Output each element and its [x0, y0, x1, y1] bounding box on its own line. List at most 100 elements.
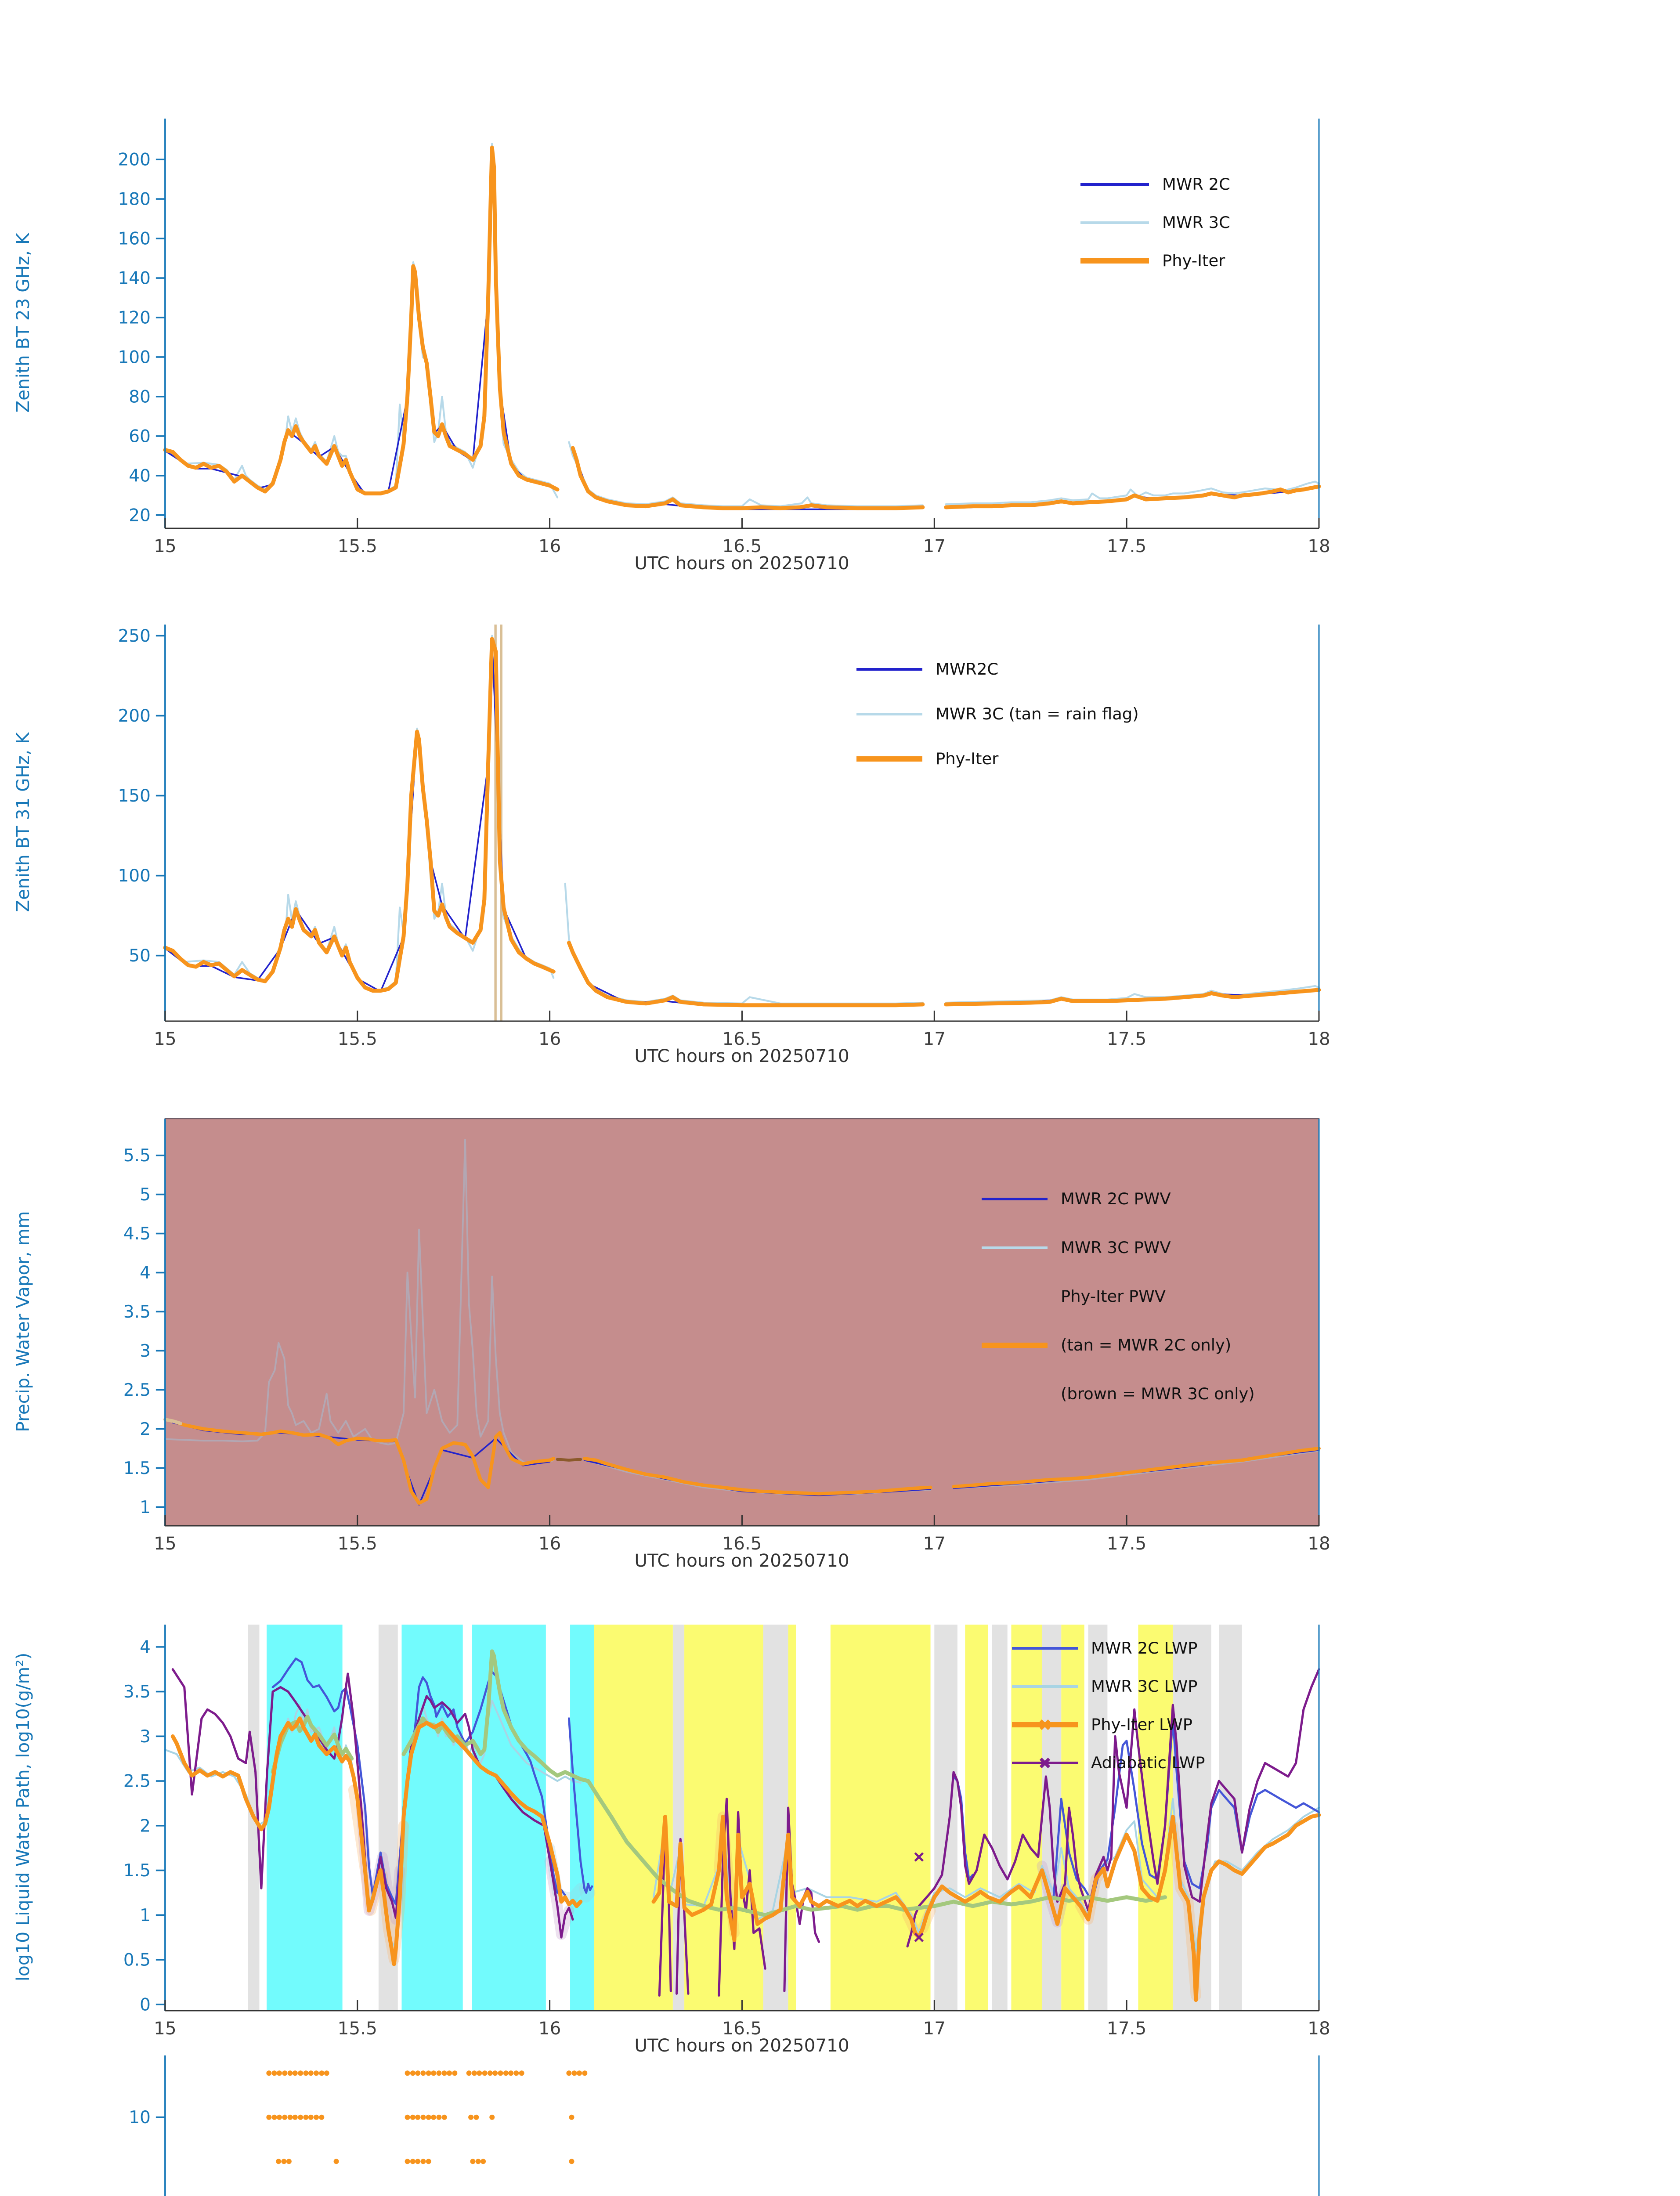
x-tick-label: 15: [154, 1533, 177, 1554]
dq-flag-dot: [513, 2070, 519, 2076]
phy-iter-lwp-line: [170, 1716, 583, 1966]
legend-item[interactable]: MWR2C: [856, 660, 998, 679]
x-tick-label: 18: [1308, 1533, 1330, 1554]
legend-item[interactable]: MWR 2C: [1080, 175, 1230, 194]
lwp-chart: 0 0.5 1 1.5 2 2.5 3 3.5 4 15 15.5 16 16.5 17 17.5 18: [123, 1625, 1330, 2039]
dq-flag-dot: [287, 2114, 293, 2120]
legend-item[interactable]: MWR 3C PWV: [982, 1239, 1171, 1257]
x-tick-label: 18: [1308, 2018, 1330, 2039]
x-tick-label: 15.5: [338, 535, 377, 556]
x-tick-label: 17.5: [1107, 1533, 1146, 1554]
dq-flag-dot: [508, 2070, 514, 2076]
y-tick-label: 5.5: [123, 1146, 151, 1166]
cyan-flag-band: [401, 1625, 463, 2011]
dq-flag-dot: [487, 2070, 493, 2076]
x-tick-label: 17: [923, 1533, 946, 1554]
dq-flag-dot: [292, 2114, 298, 2120]
legend-label: Phy-Iter LWP: [1091, 1716, 1192, 1734]
dq-flag-dot: [489, 2114, 495, 2120]
panel-bt31: Zenith BT 31 GHz, K UTC hours on 2025071…: [0, 625, 1680, 1067]
y-tick-label: 0: [140, 1995, 151, 2015]
dq-flag-dot: [477, 2070, 482, 2076]
dq-flag-dot: [282, 2114, 288, 2120]
legend-item[interactable]: Phy-Iter PWV: [982, 1287, 1166, 1306]
legend-line-sample: [1012, 1757, 1078, 1769]
y-tick-label: 200: [118, 706, 150, 726]
legend-line-sample: [1080, 258, 1149, 264]
legend-line-sample: [982, 1198, 1048, 1200]
y-tick-label: 40: [129, 466, 151, 486]
phy-iter-line: [571, 446, 925, 510]
dq-flag-dot: [441, 2070, 447, 2076]
dq-flag-dot: [492, 2070, 498, 2076]
x-tick-label: 18: [1308, 1028, 1330, 1049]
dq-flag-dot: [426, 2070, 431, 2076]
legend-label: MWR 2C PWV: [1061, 1190, 1171, 1208]
y-tick-label: 200: [118, 150, 150, 170]
dq-flag-dot: [466, 2070, 472, 2076]
gray-flag-band: [992, 1625, 1008, 2011]
dq-flag-dot: [569, 2114, 574, 2120]
dq-flag-dot: [303, 2114, 309, 2120]
bt23-x-axis-label: UTC hours on 20250710: [634, 553, 849, 574]
dq-flag-dot: [410, 2070, 415, 2076]
x-tick-label: 16: [538, 1028, 561, 1049]
dq-flag-dot: [498, 2070, 503, 2076]
y-tick-label: 5: [140, 1185, 151, 1205]
legend-line-sample: [982, 1246, 1048, 1249]
y-tick-label: 2.5: [123, 1772, 151, 1791]
dq-flag-dot: [314, 2114, 319, 2120]
legend-item[interactable]: (tan = MWR 2C only): [982, 1336, 1231, 1354]
phy-iter-line: [163, 145, 560, 495]
bt23-legend: MWR 2C MWR 3C Phy-Iter: [0, 119, 1680, 528]
panel-dq-flag: MWR Phy Iter DQ Flag UTC hours on 202507…: [0, 2055, 1680, 2196]
legend-item[interactable]: Phy-Iter LWP: [1012, 1716, 1192, 1734]
y-tick-label: 3: [140, 1341, 151, 1361]
dq-flag-dot: [276, 2070, 282, 2076]
panel-bt23: Zenith BT 23 GHz, K UTC hours on 2025071…: [0, 119, 1680, 574]
y-tick-label: 1: [140, 1906, 151, 1925]
legend-label: MWR 3C: [1162, 213, 1230, 232]
legend-item[interactable]: Adiabatic LWP: [1012, 1754, 1205, 1772]
dq-flag-dot: [468, 2114, 474, 2120]
yellow-flag-band: [1011, 1625, 1042, 2011]
dq-flag-dot: [308, 2070, 314, 2076]
phy-iter-pwv-line: [171, 1419, 556, 1505]
dq-flag-dot: [292, 2070, 298, 2076]
gray-flag-band: [934, 1625, 957, 2011]
dq-flag-dot: [577, 2070, 582, 2076]
legend-item[interactable]: MWR 3C LWP: [1012, 1677, 1198, 1696]
legend-label: Phy-Iter PWV: [1061, 1287, 1166, 1306]
legend-line-sample: [1012, 1647, 1078, 1650]
legend-line-sample: [856, 668, 922, 671]
legend-item[interactable]: Phy-Iter: [856, 750, 998, 768]
legend-label: Adiabatic LWP: [1091, 1754, 1205, 1772]
dq-flag-dot: [281, 2159, 287, 2164]
y-tick-label: 100: [118, 347, 150, 367]
y-tick-label: 180: [118, 190, 150, 209]
phy-iter-pwv-line: [582, 1457, 932, 1496]
phy-iter-line: [567, 941, 925, 1008]
y-tick-label: 4: [140, 1637, 151, 1657]
legend-item[interactable]: MWR 3C: [1080, 213, 1230, 232]
legend-item[interactable]: (brown = MWR 3C only): [982, 1385, 1255, 1403]
dq-flag-dot: [298, 2114, 303, 2120]
dq-flag-dot: [333, 2159, 339, 2164]
legend-item[interactable]: Phy-Iter: [1080, 252, 1225, 270]
legend-item[interactable]: MWR 2C LWP: [1012, 1639, 1198, 1658]
dq-flag-dot: [287, 2070, 293, 2076]
dq-flag-dot: [276, 2114, 282, 2120]
bt31-legend: MWR2C MWR 3C (tan = rain flag) Phy-Iter: [0, 625, 1680, 1021]
y-tick-label: 120: [118, 308, 150, 328]
adiabatic-x-marker: [914, 1932, 924, 1942]
legend-label: (tan = MWR 2C only): [1061, 1336, 1232, 1354]
legend-item[interactable]: MWR 2C PWV: [982, 1190, 1171, 1208]
mwr-3c-pwv-line: [164, 1139, 555, 1465]
legend-line-sample: [982, 1385, 1048, 1403]
legend-line-sample: [856, 713, 922, 715]
dq-flag-dot: [475, 2159, 481, 2164]
legend-item[interactable]: MWR 3C (tan = rain flag): [856, 705, 1139, 723]
mwr-3c-line: [945, 480, 1320, 506]
y-tick-label: 2: [140, 1419, 151, 1439]
